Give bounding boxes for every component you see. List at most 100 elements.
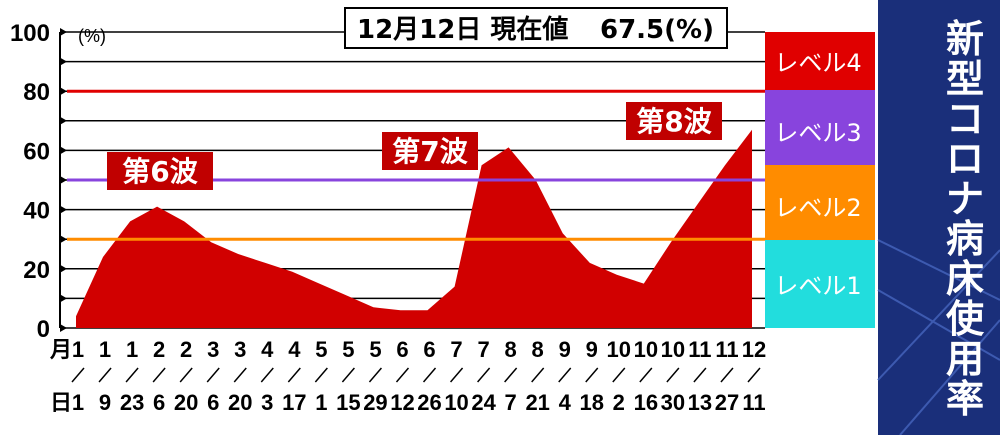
x-tick-month: 7 xyxy=(450,337,462,362)
x-tick-separator xyxy=(504,367,518,383)
x-tick-month: 5 xyxy=(369,337,381,362)
x-tick-month: 11 xyxy=(715,337,738,362)
x-tick-separator xyxy=(558,367,572,383)
tick-arrow-20 xyxy=(60,264,67,273)
x-tick-day: 16 xyxy=(634,390,658,415)
x-tick-day: 1 xyxy=(315,390,327,415)
x-tick-separator xyxy=(152,367,166,383)
level4-label: レベル4 xyxy=(774,49,861,77)
tick-arrow-0 xyxy=(60,324,67,332)
occupancy-area xyxy=(76,129,752,328)
x-tick-day: 7 xyxy=(505,390,517,415)
x-tick-month: 6 xyxy=(396,337,408,362)
y-tick-100: 100 xyxy=(10,20,50,47)
x-tick-separator xyxy=(720,367,734,383)
x-tick-day: 12 xyxy=(390,390,414,415)
x-tick-separator xyxy=(449,367,464,383)
x-tick-separator xyxy=(368,367,383,383)
x-tick-month: 12 xyxy=(742,337,766,362)
wave-label-8: 第8波 xyxy=(626,102,722,140)
x-tick-separator xyxy=(666,367,680,383)
x-tick-month: 8 xyxy=(505,337,517,362)
x-tick-day: 9 xyxy=(99,390,111,415)
x-tick-separator xyxy=(98,367,112,383)
x-tick-day: 6 xyxy=(207,390,219,415)
x-tick-day: 20 xyxy=(174,390,198,415)
level3-band xyxy=(765,90,875,165)
x-tick-separator xyxy=(260,367,274,383)
x-tick-day: 6 xyxy=(153,390,165,415)
y-axis-unit: (%) xyxy=(78,26,106,46)
wave-label-6: 第6波 xyxy=(107,152,213,190)
x-tick-day: 30 xyxy=(661,390,685,415)
x-tick-month: 10 xyxy=(607,337,631,362)
x-tick-separator xyxy=(395,367,410,383)
x-tick-separator xyxy=(477,367,491,383)
level-labels: レベル4 レベル3 レベル2 レベル1 xyxy=(774,49,861,300)
current-value-box: 12月12日 現在値 67.5(%) xyxy=(344,7,728,49)
tick-arrow-30 xyxy=(60,235,67,244)
x-tick-month: 8 xyxy=(532,337,544,362)
x-tick-day: 24 xyxy=(471,390,496,415)
x-tick-separator xyxy=(71,367,85,383)
x-tick-month: 4 xyxy=(261,337,274,362)
current-value-number: 67.5(%) xyxy=(600,15,714,45)
level2-label: レベル2 xyxy=(774,194,861,222)
x-tick-day: 4 xyxy=(559,390,572,415)
x-tick-day: 1 xyxy=(72,390,84,415)
x-axis-ticks: 1119123262203632043417515155296126267107… xyxy=(71,337,766,415)
wave-label-7: 第7波 xyxy=(382,132,478,170)
x-tick-day: 17 xyxy=(282,390,306,415)
x-tick-separator xyxy=(206,367,220,383)
title-char: 病 xyxy=(946,217,984,261)
title-char: 使 xyxy=(946,297,985,341)
x-tick-month: 11 xyxy=(688,337,711,362)
y-tick-0: 0 xyxy=(37,316,50,343)
title-panel xyxy=(878,0,1000,435)
x-tick-month: 4 xyxy=(288,337,301,362)
x-tick-separator xyxy=(314,367,328,383)
x-tick-month: 7 xyxy=(477,337,489,362)
x-tick-month: 10 xyxy=(634,337,658,362)
x-tick-separator xyxy=(639,367,653,383)
level3-label: レベル3 xyxy=(774,119,861,147)
x-tick-day: 23 xyxy=(120,390,144,415)
tick-arrow-90 xyxy=(60,57,67,66)
title-char: ナ xyxy=(946,177,984,221)
level1-label: レベル1 xyxy=(774,272,861,300)
title-decoration xyxy=(877,239,1000,435)
x-tick-month: 9 xyxy=(586,337,598,362)
x-tick-month: 1 xyxy=(99,337,111,362)
tick-arrow-80 xyxy=(60,87,67,96)
x-tick-separator xyxy=(179,367,193,383)
x-tick-separator xyxy=(585,367,599,383)
x-tick-month: 6 xyxy=(423,337,435,362)
x-tick-day: 27 xyxy=(715,390,739,415)
x-tick-month: 5 xyxy=(342,337,354,362)
x-tick-day: 2 xyxy=(613,390,625,415)
y-axis-ticks: 0 20 40 60 80 100 xyxy=(10,20,50,343)
x-tick-month: 2 xyxy=(180,337,192,362)
tick-arrow-10 xyxy=(60,294,67,303)
x-tick-day: 3 xyxy=(261,390,273,415)
y-tick-40: 40 xyxy=(23,198,50,225)
x-tick-day: 11 xyxy=(742,390,765,415)
x-tick-day: 18 xyxy=(580,390,604,415)
x-tick-separator xyxy=(612,367,626,383)
x-tick-month: 5 xyxy=(315,337,327,362)
level2-band xyxy=(765,165,875,240)
svg-text:第8波: 第8波 xyxy=(636,105,712,138)
x-tick-day: 26 xyxy=(417,390,441,415)
title-char: 率 xyxy=(946,377,984,421)
x-tick-day: 21 xyxy=(525,390,549,415)
svg-text:第7波: 第7波 xyxy=(392,135,468,168)
title-char: 型 xyxy=(946,57,984,101)
x-tick-separator xyxy=(531,367,545,383)
x-tick-day: 10 xyxy=(444,390,468,415)
x-day-label: 日 xyxy=(50,390,72,415)
tick-arrow-50 xyxy=(60,176,67,184)
x-tick-day: 29 xyxy=(363,390,387,415)
x-tick-month: 3 xyxy=(207,337,219,362)
